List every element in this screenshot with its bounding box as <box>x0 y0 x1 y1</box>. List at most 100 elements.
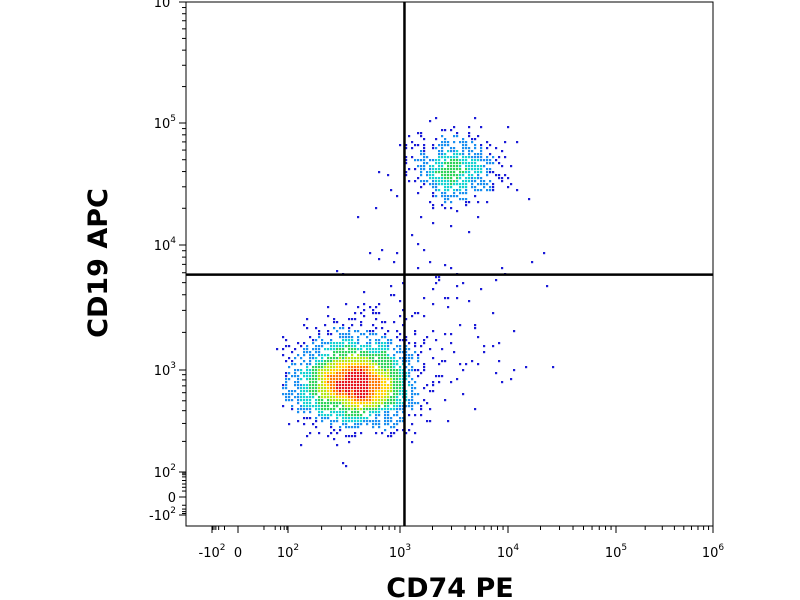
event-dot <box>285 339 288 342</box>
event-dot <box>360 384 363 387</box>
event-dot <box>441 129 444 132</box>
event-dot <box>399 408 402 411</box>
event-dot <box>351 360 354 363</box>
event-dot <box>477 336 480 339</box>
event-dot <box>330 393 333 396</box>
y-tick-label: 106 <box>154 0 177 11</box>
event-dot <box>372 426 375 429</box>
event-dot <box>426 336 429 339</box>
event-dot <box>462 138 465 141</box>
event-dot <box>384 396 387 399</box>
event-dot <box>444 195 447 198</box>
event-dot <box>396 195 399 198</box>
event-dot <box>324 348 327 351</box>
event-dot <box>297 420 300 423</box>
event-dot <box>375 360 378 363</box>
event-dot <box>372 378 375 381</box>
event-dot <box>354 408 357 411</box>
event-dot <box>432 330 435 333</box>
event-dot <box>375 417 378 420</box>
event-dot <box>336 270 339 273</box>
event-dot <box>435 189 438 192</box>
event-dot <box>321 396 324 399</box>
event-dot <box>429 120 432 123</box>
event-dot <box>414 312 417 315</box>
event-dot <box>342 399 345 402</box>
event-dot <box>387 363 390 366</box>
event-dot <box>492 189 495 192</box>
event-dot <box>375 405 378 408</box>
event-dot <box>336 414 339 417</box>
event-dot <box>324 342 327 345</box>
event-dot <box>330 378 333 381</box>
event-dot <box>354 357 357 360</box>
event-dot <box>447 141 450 144</box>
event-dot <box>297 393 300 396</box>
event-dot <box>378 411 381 414</box>
event-dot <box>450 174 453 177</box>
event-dot <box>330 423 333 426</box>
event-dot <box>342 462 345 465</box>
event-dot <box>330 369 333 372</box>
event-dot <box>384 408 387 411</box>
event-dot <box>384 393 387 396</box>
event-dot <box>405 399 408 402</box>
event-dot <box>348 363 351 366</box>
event-dot <box>384 357 387 360</box>
event-dot <box>468 156 471 159</box>
event-dot <box>402 381 405 384</box>
event-dot <box>402 411 405 414</box>
event-dot <box>441 153 444 156</box>
event-dot <box>381 432 384 435</box>
event-dot <box>333 354 336 357</box>
event-dot <box>375 306 378 309</box>
event-dot <box>459 183 462 186</box>
event-dot <box>408 180 411 183</box>
event-dot <box>321 360 324 363</box>
event-dot <box>300 363 303 366</box>
event-dot <box>333 378 336 381</box>
event-dot <box>318 333 321 336</box>
event-dot <box>327 399 330 402</box>
event-dot <box>288 393 291 396</box>
event-dot <box>354 351 357 354</box>
event-dot <box>297 375 300 378</box>
event-dot <box>336 342 339 345</box>
event-dot <box>330 396 333 399</box>
event-dot <box>441 171 444 174</box>
event-dot <box>432 183 435 186</box>
event-dot <box>399 345 402 348</box>
event-dot <box>471 150 474 153</box>
event-dot <box>474 180 477 183</box>
event-dot <box>333 360 336 363</box>
event-dot <box>318 351 321 354</box>
event-dot <box>384 417 387 420</box>
event-dot <box>333 321 336 324</box>
event-dot <box>432 222 435 225</box>
event-dot <box>345 420 348 423</box>
event-dot <box>402 369 405 372</box>
event-dot <box>360 372 363 375</box>
event-dot <box>375 333 378 336</box>
event-dot <box>480 168 483 171</box>
event-dot <box>480 126 483 129</box>
event-dot <box>315 369 318 372</box>
event-dot <box>405 147 408 150</box>
event-dot <box>489 189 492 192</box>
event-dot <box>363 360 366 363</box>
event-dot <box>381 357 384 360</box>
event-dot <box>441 348 444 351</box>
event-dot <box>393 366 396 369</box>
event-dot <box>330 345 333 348</box>
event-dot <box>336 381 339 384</box>
x-axis-ticks: -102 0 102 103 104 105 106 <box>199 526 724 561</box>
event-dot <box>453 171 456 174</box>
event-dot <box>336 444 339 447</box>
event-dot <box>378 381 381 384</box>
event-dot <box>402 405 405 408</box>
event-dot <box>450 201 453 204</box>
event-dot <box>450 159 453 162</box>
event-dot <box>393 393 396 396</box>
event-dot <box>381 390 384 393</box>
event-dot <box>408 168 411 171</box>
